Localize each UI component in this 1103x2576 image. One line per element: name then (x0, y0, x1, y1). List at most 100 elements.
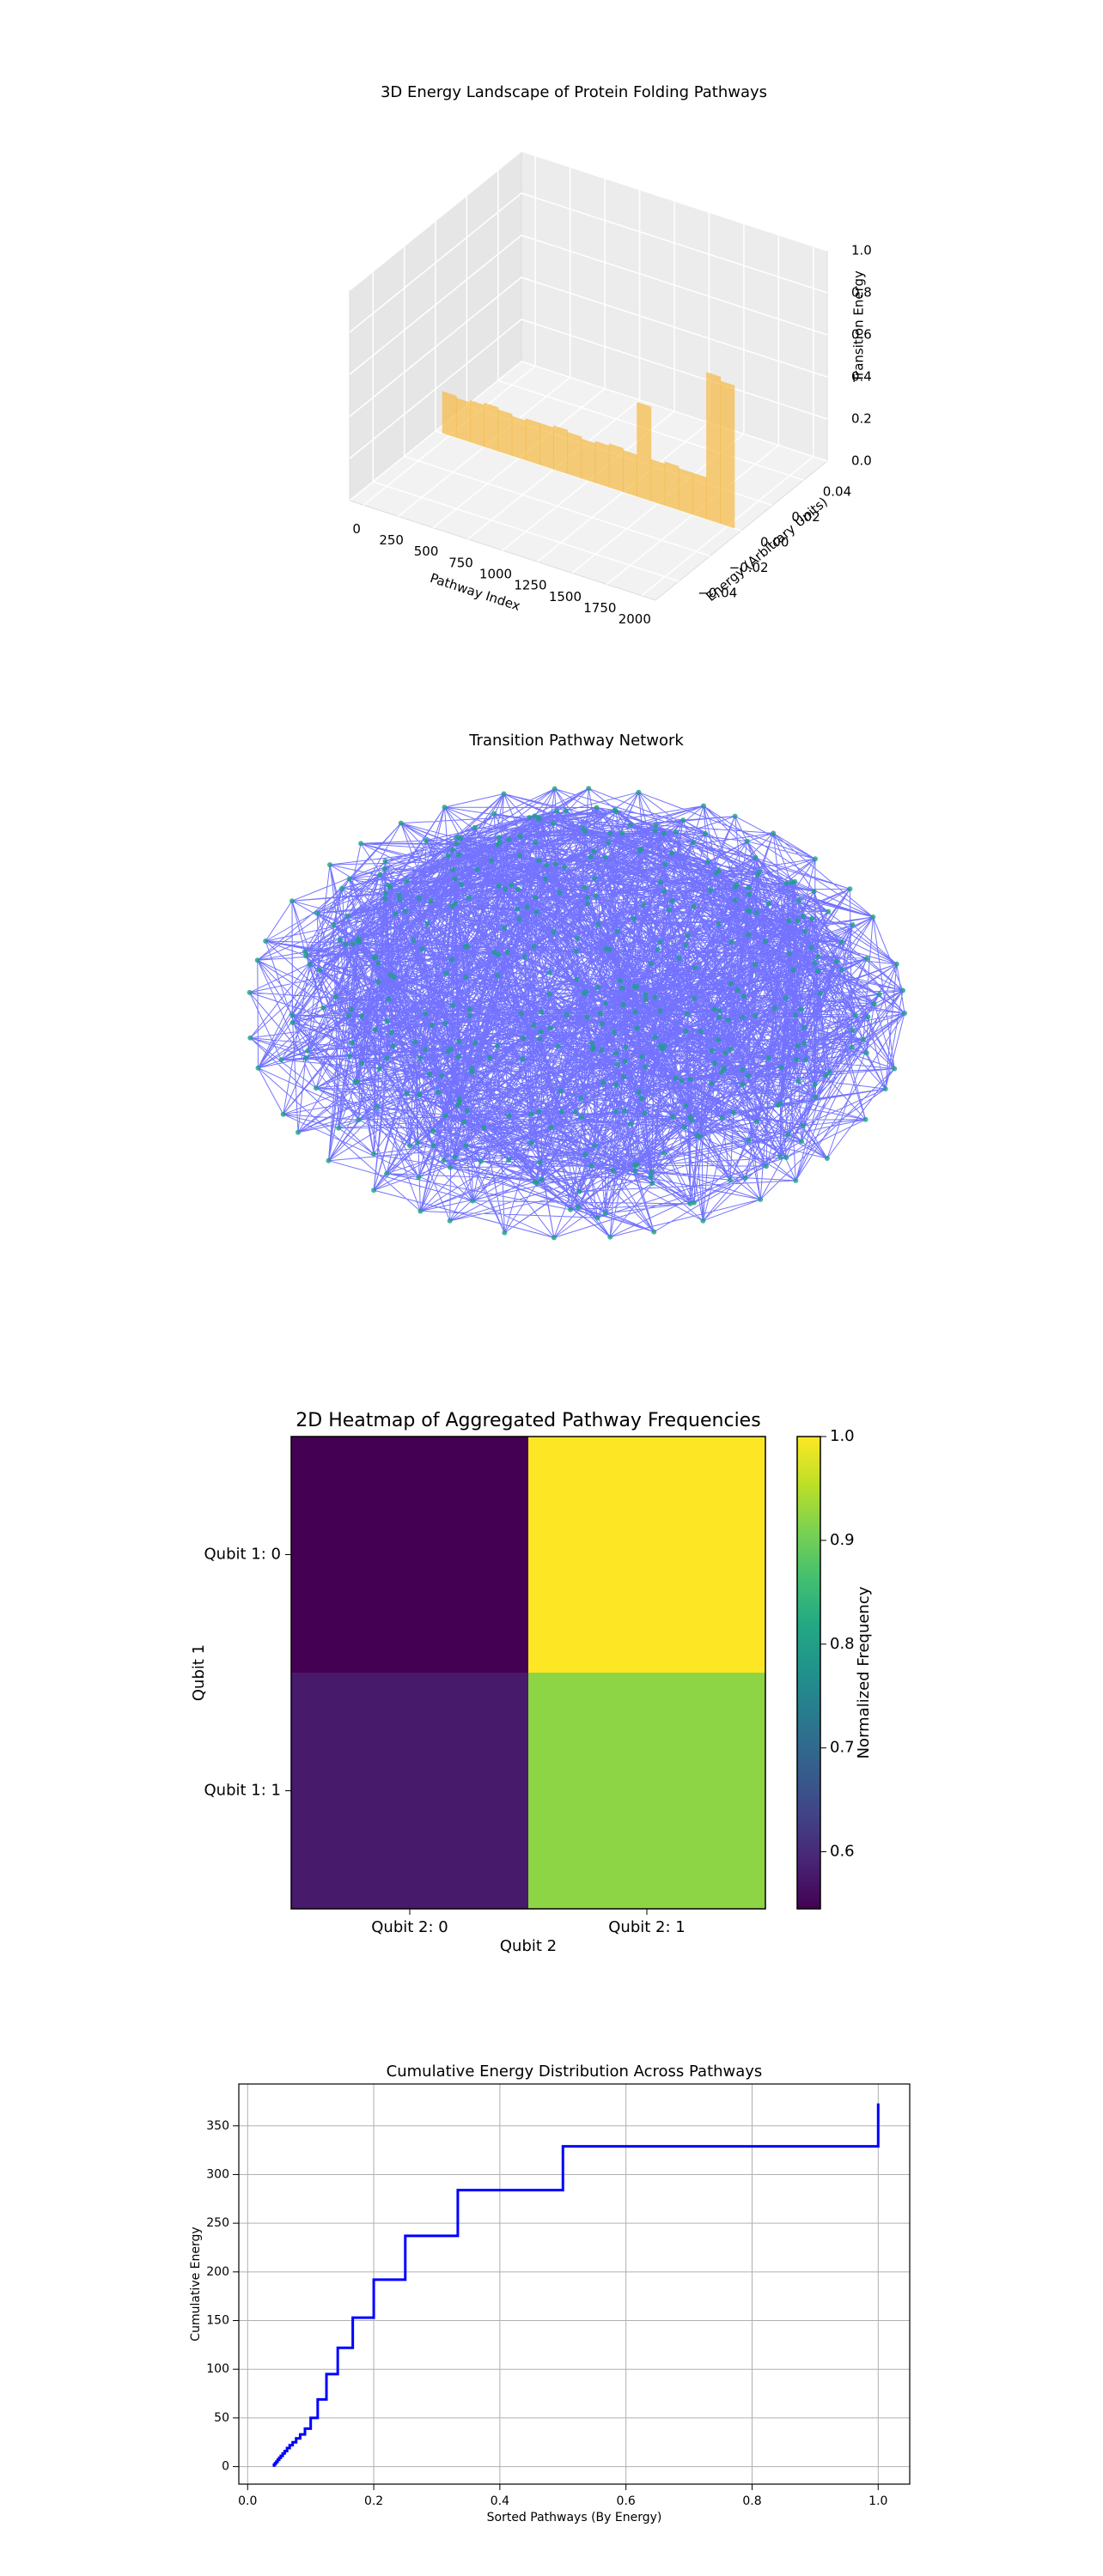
node (527, 815, 533, 821)
node (661, 888, 667, 894)
node (814, 968, 820, 974)
node (404, 878, 410, 884)
node (691, 995, 697, 1001)
node (356, 1117, 362, 1123)
colorbar-tick-label: 0.8 (830, 1635, 855, 1653)
node (815, 953, 821, 959)
node (599, 1021, 605, 1027)
node (289, 1019, 296, 1025)
node (375, 960, 381, 966)
node (407, 1143, 413, 1149)
bar (539, 422, 554, 470)
node (547, 1025, 553, 1031)
node (636, 1090, 642, 1096)
node (786, 918, 792, 924)
node (599, 1048, 605, 1054)
node (623, 1044, 629, 1050)
node (350, 1040, 355, 1046)
node (746, 908, 752, 914)
node (415, 1139, 420, 1145)
grid-line (349, 150, 828, 291)
node (620, 1002, 626, 1008)
node (537, 1159, 543, 1165)
node (589, 1041, 595, 1047)
node (314, 910, 320, 916)
node (799, 1139, 804, 1145)
node (481, 1125, 487, 1131)
node (303, 953, 309, 959)
node (730, 1109, 736, 1115)
node (681, 1124, 687, 1130)
y-tick-label: −0.02 (729, 560, 769, 575)
node (551, 1235, 557, 1241)
node (517, 833, 523, 839)
node (801, 914, 807, 919)
x-tick-label: 0.0 (238, 2494, 257, 2508)
line (272, 2103, 880, 2467)
node (592, 875, 598, 881)
colorbar-label: Normalized Frequency (855, 1586, 873, 1759)
node (538, 1029, 544, 1035)
node (280, 1111, 286, 1117)
node (398, 820, 404, 826)
node (758, 1196, 764, 1202)
node (593, 893, 599, 899)
node (683, 1028, 689, 1034)
node (386, 882, 391, 888)
y-tick-label: Qubit 1: 1 (204, 1782, 281, 1800)
z-tick-label: 0.2 (851, 411, 872, 427)
node (902, 1011, 907, 1016)
node (728, 1177, 734, 1183)
node (685, 933, 691, 939)
network-nodes (247, 786, 907, 1241)
node (777, 1101, 783, 1107)
node (442, 805, 448, 811)
node (495, 1043, 501, 1049)
node (551, 929, 557, 935)
node (543, 876, 549, 882)
node (289, 1012, 296, 1018)
z-tick-label: 0.8 (851, 285, 872, 301)
node (771, 830, 777, 836)
node (762, 939, 768, 945)
node (441, 1157, 447, 1163)
bar (608, 443, 624, 493)
y-axis-label: Cumulative Energy (189, 2227, 203, 2341)
node (619, 830, 625, 836)
node (740, 993, 747, 999)
grid-line (349, 192, 828, 333)
node (864, 956, 870, 962)
node (790, 967, 796, 973)
node (652, 994, 658, 1000)
node (753, 1119, 759, 1125)
node (701, 803, 706, 809)
z-tick-label: 0.0 (851, 453, 872, 469)
node (765, 1055, 771, 1061)
node (515, 906, 521, 912)
node (811, 889, 817, 895)
colorbar-tick-label: 0.6 (830, 1843, 855, 1861)
node (722, 1049, 728, 1055)
node (591, 848, 597, 854)
node (376, 1066, 382, 1072)
node (655, 946, 661, 952)
node (454, 834, 460, 840)
node (404, 1091, 410, 1097)
node (756, 869, 762, 875)
node (536, 858, 542, 864)
node (472, 1040, 478, 1046)
node (546, 992, 552, 997)
node (488, 858, 494, 863)
node (247, 989, 253, 995)
node (397, 896, 403, 902)
node (852, 1012, 858, 1018)
bar (442, 391, 457, 439)
x-tick-label: 2000 (619, 611, 651, 627)
node (900, 987, 905, 993)
node (640, 902, 646, 908)
node (302, 949, 308, 955)
node (463, 974, 469, 980)
node (861, 1036, 867, 1042)
chart-title: 2D Heatmap of Aggregated Pathway Frequen… (296, 1410, 760, 1431)
node (708, 887, 713, 893)
